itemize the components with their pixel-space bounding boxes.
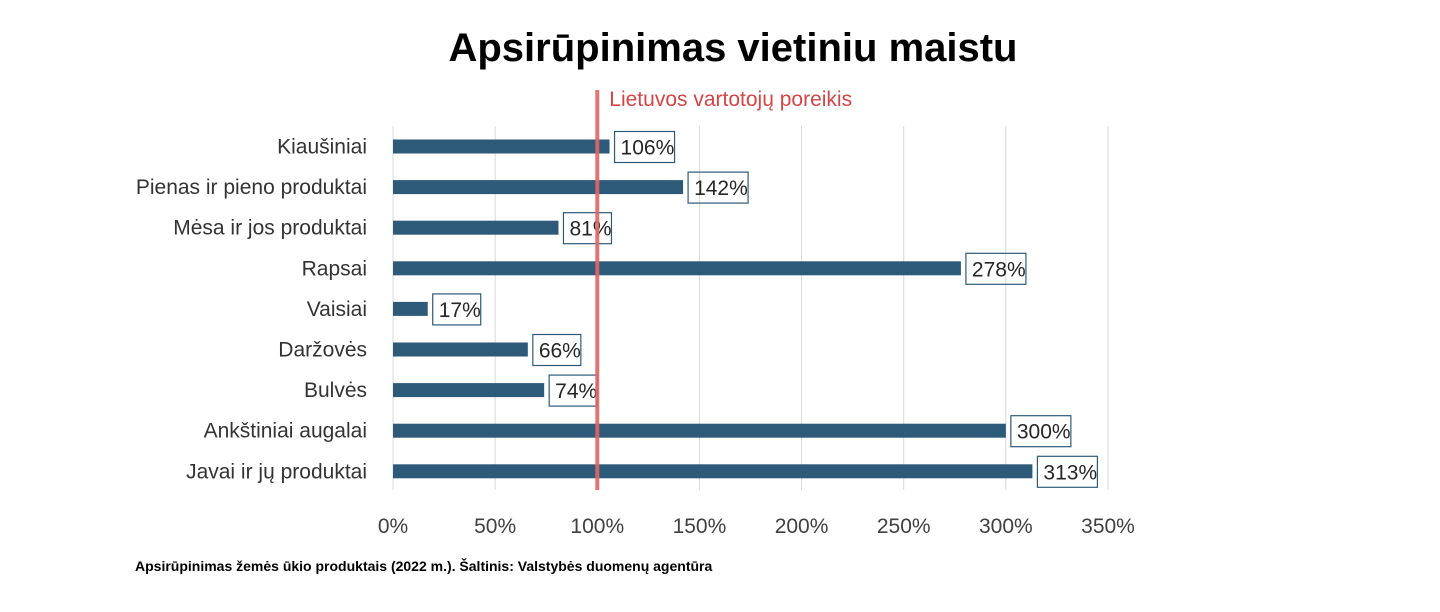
data-label: 106%: [621, 137, 675, 160]
data-label-box: [432, 293, 482, 326]
bars: [393, 139, 1033, 479]
data-label: 74%: [555, 380, 597, 403]
bar: [393, 423, 1006, 438]
data-label: 313%: [1043, 461, 1097, 484]
bar: [393, 464, 1033, 479]
category-label: Kiaušiniai: [277, 136, 367, 159]
footnote: Apsirūpinimas žemės ūkio produktais (202…: [135, 557, 712, 574]
data-label-box: [562, 212, 613, 245]
data-label: 300%: [1017, 421, 1071, 444]
category-labels: Kiaušiniai Pienas ir pieno produktai Mėsa …: [136, 136, 367, 484]
data-label-box: [613, 130, 676, 164]
data-label-box: [1010, 415, 1072, 448]
x-tick-label: 0%: [378, 515, 408, 538]
x-tick-label: 100%: [570, 515, 624, 538]
bar: [393, 180, 684, 195]
x-axis-tick-labels: 0% 50% 100% 150% 200% 250% 300% 350%: [378, 515, 1135, 538]
bar: [393, 139, 610, 154]
category-label: Mėsa ir jos produktai: [173, 217, 367, 240]
bar: [393, 220, 559, 235]
data-label-box: [965, 252, 1027, 285]
bar: [393, 383, 545, 398]
bar: [393, 261, 961, 276]
data-label-box: [1036, 455, 1099, 488]
x-tick-label: 300%: [979, 515, 1033, 538]
x-tick-label: 350%: [1081, 515, 1135, 538]
category-label: Javai ir jų produktai: [186, 460, 367, 483]
category-label: Vaisiai: [307, 298, 367, 321]
data-label: 278%: [972, 258, 1026, 281]
category-label: Daržovės: [278, 339, 367, 362]
category-label: Pienas ir pieno produktai: [136, 176, 367, 199]
data-label-box: [687, 171, 749, 204]
data-labels: 106% 142% 81% 278% 17% 66% 74% 300% 313%: [432, 130, 1099, 488]
bar: [393, 342, 528, 357]
data-label: 81%: [569, 218, 611, 241]
category-label: Rapsai: [302, 257, 367, 280]
chart-title: Apsirūpinimas vietiniu maistu: [448, 26, 1017, 70]
x-tick-label: 200%: [775, 515, 829, 538]
x-tick-label: 250%: [877, 515, 931, 538]
x-tick-label: 150%: [673, 515, 727, 538]
data-label: 142%: [694, 177, 748, 200]
reference-line-label: Lietuvos vartotojų poreikis: [609, 88, 852, 111]
x-tick-label: 50%: [474, 515, 516, 538]
data-label: 66%: [539, 340, 581, 363]
bar: [393, 301, 428, 316]
data-label-box: [532, 333, 582, 367]
category-label: Ankštiniai augalai: [204, 420, 367, 443]
data-label: 17%: [439, 299, 481, 322]
category-label: Bulvės: [304, 379, 367, 402]
reference-line-group: Lietuvos vartotojų poreikis: [595, 88, 852, 490]
